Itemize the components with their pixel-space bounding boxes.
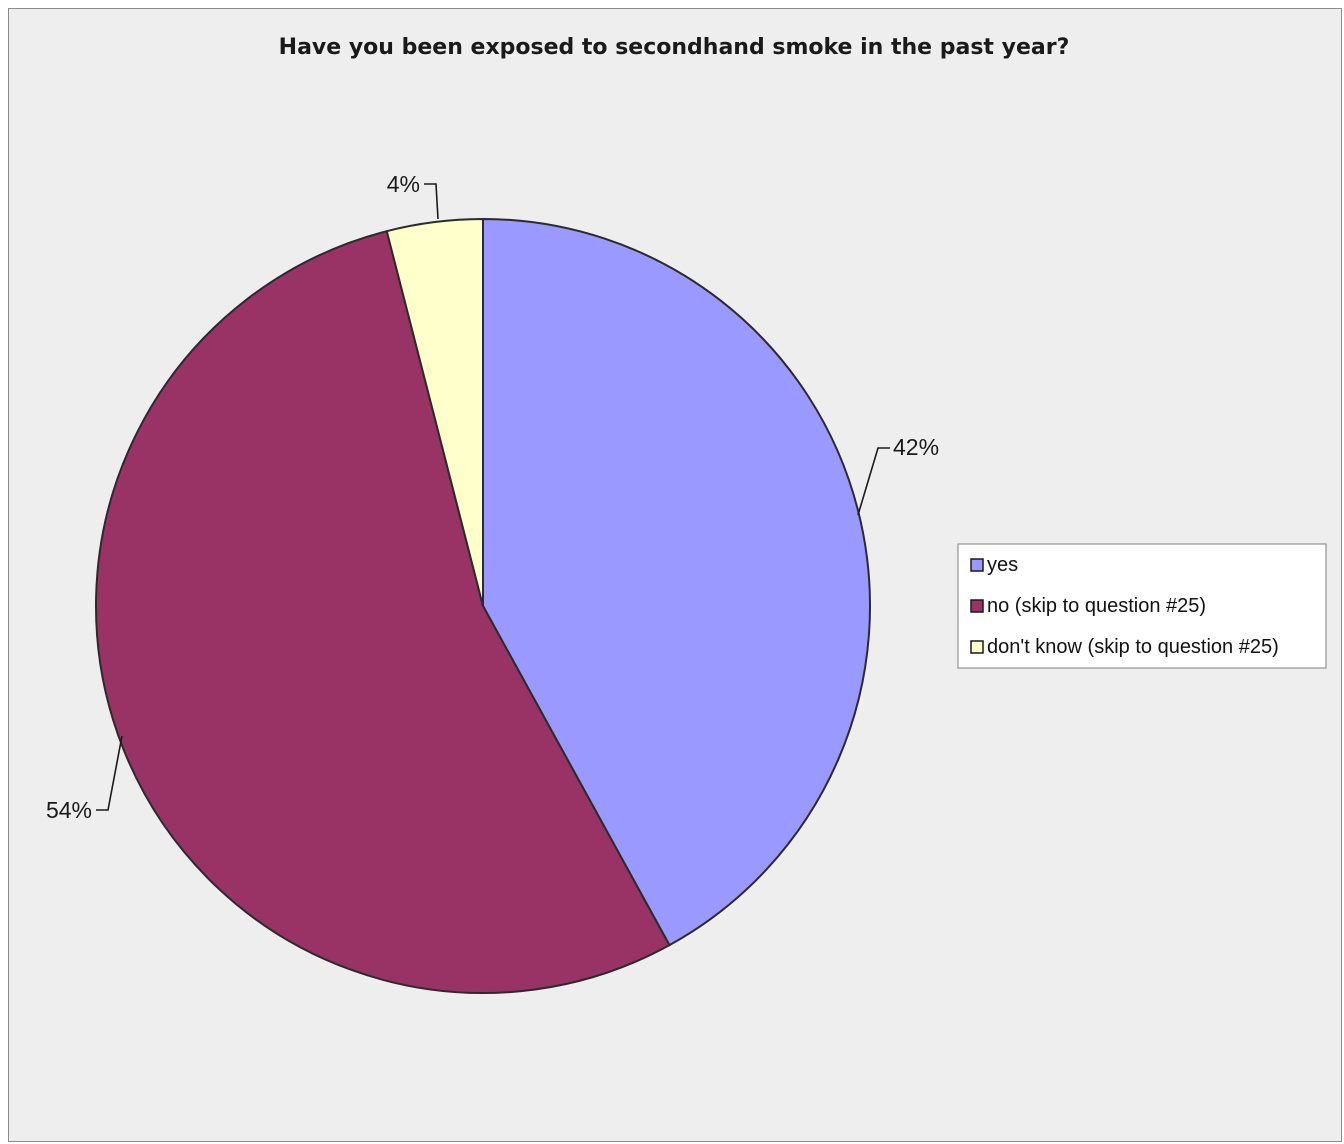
legend-label-1: yes <box>987 554 1018 576</box>
legend: yes no (skip to question #25) don't know (… <box>957 543 1327 669</box>
pie-slice-1 <box>482 217 871 947</box>
pie-slices <box>95 217 871 994</box>
leader-line-3 <box>424 183 439 220</box>
legend-box <box>957 543 1327 669</box>
legend-label-2: no (skip to question #25) <box>987 595 1206 617</box>
data-label-1: 42% <box>893 434 939 460</box>
pie-slice-2 <box>95 229 671 994</box>
legend-swatch-1 <box>970 558 984 572</box>
legend-swatch-3 <box>970 640 984 654</box>
pie-slice-3 <box>385 217 484 607</box>
data-labels: 42% 54% 4% <box>46 171 939 823</box>
chart-title: Have you been exposed to secondhand smok… <box>279 35 1070 60</box>
data-label-2: 54% <box>46 797 92 823</box>
leader-line-2 <box>96 735 123 811</box>
legend-label-3: don't know (skip to question #25) <box>987 636 1279 658</box>
leader-line-1 <box>857 447 890 516</box>
legend-swatch-2 <box>970 599 984 613</box>
data-label-3: 4% <box>387 171 420 197</box>
